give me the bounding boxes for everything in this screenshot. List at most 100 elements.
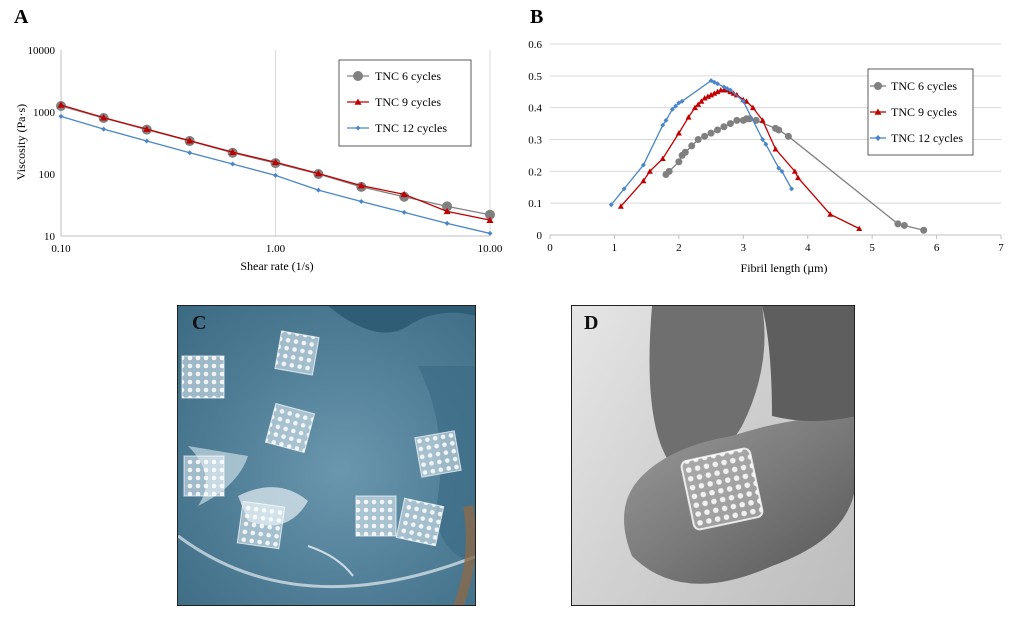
chart-a-axes: [60, 50, 490, 237]
chart-a-data-point: [315, 187, 321, 193]
chart-a-data-point: [272, 158, 279, 165]
chart-a-x-tick-label: 10.00: [478, 243, 503, 255]
patch-5: [183, 455, 225, 497]
chart-a-data-point: [100, 114, 108, 121]
chart-b-y-tick-label: 0.3: [528, 135, 542, 147]
patch-3: [264, 402, 316, 454]
chart-b-legend-entry: TNC 9 cycles: [891, 105, 957, 119]
chart-b-data-point: [714, 88, 721, 95]
chart-b-data-point: [733, 91, 740, 98]
chart-b-data-point: [660, 122, 666, 128]
chart-a-data-point: [442, 201, 453, 212]
chart-b-data-point: [688, 142, 696, 150]
chart-b-data-point: [694, 136, 702, 143]
chart-a-x-axis-label: Shear rate (1/s): [240, 259, 313, 273]
chart-b-data-point: [663, 117, 669, 123]
chart-b-data-point: [646, 168, 653, 174]
chart-b-fibril-length: 0 0.1 0.2 0.3 0.4 0.5 0.6 0 1 2 3 4 5 6 7 Fibril lengt…: [528, 39, 1004, 275]
chart-b-data-point: [743, 98, 750, 104]
photo-c-illustration: [178, 306, 475, 605]
chart-b-data-point: [640, 177, 647, 184]
chart-b-legend-marker: [874, 82, 882, 90]
chart-a-x-tick-label: 0.10: [51, 243, 71, 255]
chart-b-data-point: [900, 221, 908, 229]
chart-b-data-point: [698, 98, 705, 104]
chart-b-data-point: [704, 93, 711, 99]
chart-b-data-point: [621, 186, 627, 192]
chart-b-data-point: [784, 132, 792, 140]
chart-a-data-point: [187, 150, 193, 156]
chart-a-data-point: [229, 148, 237, 155]
chart-b-data-point: [795, 174, 802, 181]
chart-b-x-tick-label: 7: [998, 242, 1004, 254]
chart-a-data-point: [400, 190, 408, 198]
chart-a-legend-entry: TNC 6 cycles: [375, 69, 441, 83]
chart-b-data-point: [727, 87, 733, 93]
chart-b-data-point: [894, 220, 902, 228]
chart-b-y-tick-label: 0.6: [528, 39, 542, 51]
chart-a-data-point: [314, 169, 322, 177]
panel-label-a: A: [14, 6, 29, 28]
chart-a-data-point: [401, 209, 407, 215]
chart-b-data-point: [708, 91, 715, 98]
chart-b-series: [608, 78, 928, 234]
chart-b-data-point: [673, 103, 679, 109]
chart-a-legend-marker: [353, 71, 363, 81]
chart-a-data-point: [485, 209, 495, 220]
chart-b-data-point: [763, 141, 769, 147]
chart-a-data-point: [57, 101, 65, 108]
chart-a-y-tick-label: 10000: [28, 45, 56, 57]
chart-a-y-tick-label: 100: [39, 169, 56, 181]
chart-b-data-point: [749, 104, 756, 111]
chart-b-y-tick-label: 0.4: [528, 103, 542, 115]
chart-b-data-point: [681, 148, 689, 156]
photo-d-illustration: [624, 306, 854, 584]
chart-a-legend-entry: TNC 9 cycles: [375, 95, 441, 109]
chart-b-data-point: [617, 203, 624, 209]
chart-a-data-point: [230, 161, 236, 167]
chart-b-data-point: [685, 114, 692, 120]
chart-b-legend-marker: [875, 135, 881, 141]
chart-b-x-tick-label: 3: [741, 242, 747, 254]
chart-a-y-axis-label: Viscosity (Pa·s): [14, 104, 28, 180]
chart-b-x-tick-label: 4: [805, 242, 811, 254]
chart-b-data-point: [827, 211, 834, 217]
chart-a-legend-marker: [355, 125, 361, 131]
chart-b-data-point: [714, 126, 722, 134]
chart-b-tick-labels: 0 0.1 0.2 0.3 0.4 0.5 0.6 0 1 2 3 4 5 6 7: [528, 39, 1004, 254]
chart-a-series: [56, 100, 495, 236]
chart-a-legend-marker: [354, 98, 362, 105]
chart-b-data-point: [726, 120, 734, 128]
chart-b-data-point: [707, 129, 715, 137]
chart-a-tick-labels: 10 100 1000 10000 0.10 1.00 10.00: [28, 45, 503, 255]
photo-c-patches-in-dish: C: [177, 305, 476, 606]
chart-b-data-point: [920, 226, 928, 234]
chart-b-data-point: [733, 116, 741, 124]
chart-b-x-tick-label: 5: [869, 242, 875, 254]
patch-8: [395, 497, 445, 547]
chart-b-data-point: [789, 186, 795, 192]
chart-b-x-tick-label: 2: [676, 242, 682, 254]
chart-b-data-point: [608, 202, 614, 208]
chart-b-data-point: [691, 104, 698, 111]
chart-b-y-tick-label: 0.1: [528, 198, 542, 210]
chart-b-data-point: [772, 146, 779, 152]
chart-b-data-point: [669, 106, 675, 112]
chart-b-x-axis-label: Fibril length (µm): [741, 261, 828, 275]
panel-label-c: C: [192, 312, 207, 334]
chart-a-data-point: [358, 199, 364, 205]
chart-b-x-tick-label: 1: [612, 242, 618, 254]
chart-b-data-point: [779, 168, 785, 174]
patch-on-finger: [680, 447, 764, 531]
chart-b-series-line: [620, 89, 860, 230]
chart-b-data-point: [776, 165, 782, 171]
chart-b-axes: [549, 234, 1002, 239]
chart-a-data-point: [101, 126, 107, 132]
chart-b-data-point: [640, 162, 646, 168]
chart-b-legend-entry: TNC 6 cycles: [891, 79, 957, 93]
chart-a-data-point: [443, 207, 451, 215]
panel-label-b: B: [530, 6, 544, 28]
chart-b-data-point: [856, 225, 863, 232]
chart-b-data-point: [675, 158, 683, 166]
chart-b-data-point: [740, 98, 746, 104]
